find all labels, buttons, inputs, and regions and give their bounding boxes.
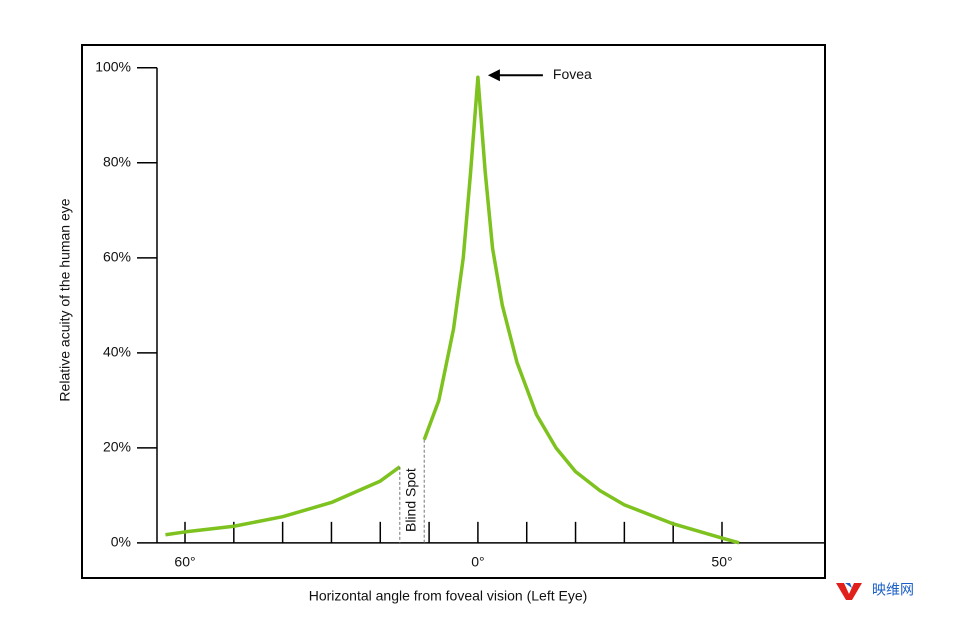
x-tick-label: 60° xyxy=(174,554,195,570)
x-axis-title: Horizontal angle from foveal vision (Lef… xyxy=(309,588,588,604)
frame xyxy=(81,44,826,579)
y-axis-title: Relative acuity of the human eye xyxy=(57,198,73,401)
y-tick-label: 80% xyxy=(103,154,131,170)
y-tick-label: 100% xyxy=(95,59,131,75)
watermark: 映维网 xyxy=(872,582,914,598)
fovea-arrowhead xyxy=(487,69,500,82)
y-tick-label: 20% xyxy=(103,439,131,455)
x-tick-label: 50° xyxy=(711,554,732,570)
y-tick-label: 0% xyxy=(111,534,131,550)
annotation: Fovea xyxy=(553,66,592,82)
annotation: Blind Spot xyxy=(403,468,419,532)
line xyxy=(165,75,740,545)
x-tick-label: 0° xyxy=(471,554,484,570)
watermark-logo xyxy=(836,583,862,600)
y-tick-label: 40% xyxy=(103,344,131,360)
y-tick-label: 60% xyxy=(103,249,131,265)
